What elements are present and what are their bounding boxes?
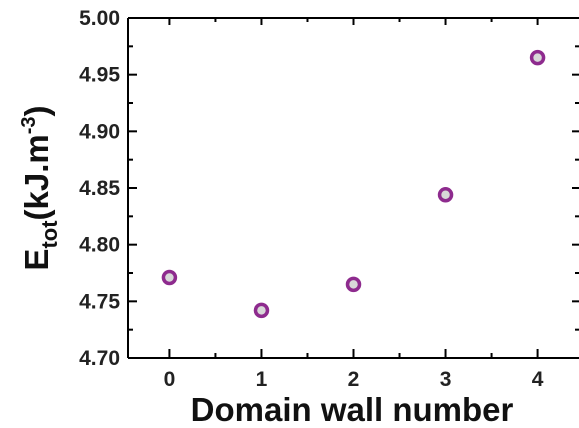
y-tick-label: 4.75 bbox=[79, 290, 120, 313]
y-axis-title-main: E bbox=[18, 249, 55, 271]
x-tick-label: 0 bbox=[164, 368, 176, 391]
y-axis-title-sup: -3 bbox=[18, 116, 40, 134]
y-tick-label: 5.00 bbox=[79, 7, 120, 30]
data-point bbox=[253, 302, 270, 319]
x-axis-title: Domain wall number bbox=[191, 391, 514, 428]
x-tick-label: 3 bbox=[440, 368, 452, 391]
y-tick-label: 4.95 bbox=[79, 64, 120, 87]
ticks-group: 4.70 4.75 4.80 4.85 4.90 4.95 5.00 0 1 2 3 4 bbox=[79, 7, 579, 391]
x-tick-label: 4 bbox=[532, 368, 544, 391]
axes-frame bbox=[127, 17, 579, 359]
y-axis-title-sub: tot bbox=[37, 220, 62, 249]
y-tick-label: 4.90 bbox=[79, 120, 120, 143]
data-point bbox=[161, 269, 178, 286]
data-point bbox=[529, 49, 546, 66]
y-axis-title: Etot(kJ.m-3) bbox=[18, 105, 62, 270]
data-point bbox=[437, 187, 454, 203]
y-axis-title-unit: (kJ.m bbox=[18, 134, 55, 220]
data-point bbox=[345, 276, 362, 293]
y-axis-title-close: ) bbox=[18, 105, 55, 116]
y-tick-label: 4.85 bbox=[79, 177, 120, 200]
x-tick-label: 2 bbox=[348, 368, 360, 391]
data-points bbox=[161, 49, 546, 319]
y-tick-label: 4.80 bbox=[79, 234, 120, 257]
y-tick-label: 4.70 bbox=[79, 347, 120, 370]
x-tick-label: 1 bbox=[256, 368, 268, 391]
